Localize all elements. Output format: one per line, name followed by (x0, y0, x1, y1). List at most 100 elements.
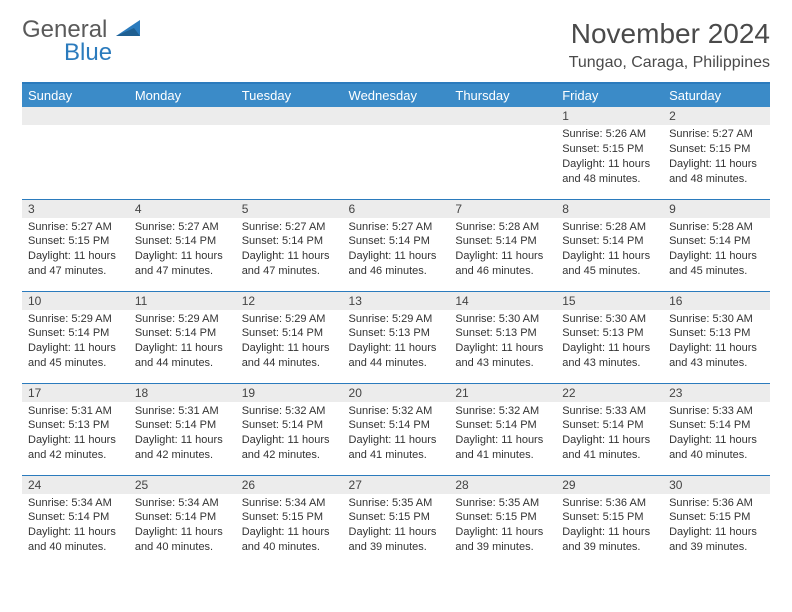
sunrise-text: Sunrise: 5:30 AM (562, 312, 657, 327)
sunset-text: Sunset: 5:14 PM (242, 326, 337, 341)
day-number: 22 (556, 384, 663, 402)
day-number: . (449, 107, 556, 125)
day-number: . (236, 107, 343, 125)
calendar-cell-empty: . (236, 107, 343, 199)
day-header: Sunday (22, 83, 129, 107)
calendar-cell: 26Sunrise: 5:34 AMSunset: 5:15 PMDayligh… (236, 475, 343, 567)
daylight-text: Daylight: 11 hours and 39 minutes. (562, 525, 657, 555)
day-number: . (343, 107, 450, 125)
day-content: Sunrise: 5:34 AMSunset: 5:14 PMDaylight:… (129, 494, 236, 559)
sunrise-text: Sunrise: 5:27 AM (28, 220, 123, 235)
calendar-cell: 20Sunrise: 5:32 AMSunset: 5:14 PMDayligh… (343, 383, 450, 475)
sunrise-text: Sunrise: 5:32 AM (242, 404, 337, 419)
sunset-text: Sunset: 5:15 PM (562, 142, 657, 157)
day-number: 29 (556, 476, 663, 494)
sunset-text: Sunset: 5:14 PM (669, 418, 764, 433)
day-header: Monday (129, 83, 236, 107)
sunset-text: Sunset: 5:13 PM (669, 326, 764, 341)
sunset-text: Sunset: 5:14 PM (349, 418, 444, 433)
day-content: Sunrise: 5:29 AMSunset: 5:13 PMDaylight:… (343, 310, 450, 375)
day-number: 30 (663, 476, 770, 494)
daylight-text: Daylight: 11 hours and 45 minutes. (28, 341, 123, 371)
day-content: Sunrise: 5:28 AMSunset: 5:14 PMDaylight:… (663, 218, 770, 283)
calendar-cell: 9Sunrise: 5:28 AMSunset: 5:14 PMDaylight… (663, 199, 770, 291)
calendar-cell: 14Sunrise: 5:30 AMSunset: 5:13 PMDayligh… (449, 291, 556, 383)
calendar-table: SundayMondayTuesdayWednesdayThursdayFrid… (22, 82, 770, 567)
day-number: 17 (22, 384, 129, 402)
daylight-text: Daylight: 11 hours and 46 minutes. (349, 249, 444, 279)
calendar-cell: 4Sunrise: 5:27 AMSunset: 5:14 PMDaylight… (129, 199, 236, 291)
day-content: Sunrise: 5:26 AMSunset: 5:15 PMDaylight:… (556, 125, 663, 190)
day-content: Sunrise: 5:33 AMSunset: 5:14 PMDaylight:… (663, 402, 770, 467)
sunset-text: Sunset: 5:14 PM (349, 234, 444, 249)
daylight-text: Daylight: 11 hours and 47 minutes. (242, 249, 337, 279)
day-number: 15 (556, 292, 663, 310)
calendar-cell: 13Sunrise: 5:29 AMSunset: 5:13 PMDayligh… (343, 291, 450, 383)
day-content: Sunrise: 5:34 AMSunset: 5:15 PMDaylight:… (236, 494, 343, 559)
sunset-text: Sunset: 5:14 PM (455, 234, 550, 249)
day-number: 5 (236, 200, 343, 218)
calendar-week-row: 3Sunrise: 5:27 AMSunset: 5:15 PMDaylight… (22, 199, 770, 291)
sunrise-text: Sunrise: 5:26 AM (562, 127, 657, 142)
day-content: Sunrise: 5:32 AMSunset: 5:14 PMDaylight:… (449, 402, 556, 467)
day-header-row: SundayMondayTuesdayWednesdayThursdayFrid… (22, 83, 770, 107)
day-number: . (129, 107, 236, 125)
daylight-text: Daylight: 11 hours and 39 minutes. (455, 525, 550, 555)
calendar-week-row: .....1Sunrise: 5:26 AMSunset: 5:15 PMDay… (22, 107, 770, 199)
daylight-text: Daylight: 11 hours and 47 minutes. (28, 249, 123, 279)
daylight-text: Daylight: 11 hours and 43 minutes. (562, 341, 657, 371)
day-number: 1 (556, 107, 663, 125)
day-content: Sunrise: 5:32 AMSunset: 5:14 PMDaylight:… (236, 402, 343, 467)
sunrise-text: Sunrise: 5:30 AM (669, 312, 764, 327)
day-number: 26 (236, 476, 343, 494)
daylight-text: Daylight: 11 hours and 42 minutes. (28, 433, 123, 463)
day-number: 19 (236, 384, 343, 402)
sunrise-text: Sunrise: 5:28 AM (455, 220, 550, 235)
day-number: 6 (343, 200, 450, 218)
daylight-text: Daylight: 11 hours and 41 minutes. (562, 433, 657, 463)
calendar-cell-empty: . (343, 107, 450, 199)
day-number: 20 (343, 384, 450, 402)
calendar-week-row: 10Sunrise: 5:29 AMSunset: 5:14 PMDayligh… (22, 291, 770, 383)
calendar-cell: 7Sunrise: 5:28 AMSunset: 5:14 PMDaylight… (449, 199, 556, 291)
calendar-cell: 21Sunrise: 5:32 AMSunset: 5:14 PMDayligh… (449, 383, 556, 475)
day-content: Sunrise: 5:28 AMSunset: 5:14 PMDaylight:… (449, 218, 556, 283)
day-content: Sunrise: 5:27 AMSunset: 5:14 PMDaylight:… (129, 218, 236, 283)
daylight-text: Daylight: 11 hours and 41 minutes. (349, 433, 444, 463)
day-number: . (22, 107, 129, 125)
calendar-week-row: 24Sunrise: 5:34 AMSunset: 5:14 PMDayligh… (22, 475, 770, 567)
calendar-cell: 24Sunrise: 5:34 AMSunset: 5:14 PMDayligh… (22, 475, 129, 567)
day-content: Sunrise: 5:30 AMSunset: 5:13 PMDaylight:… (556, 310, 663, 375)
sunrise-text: Sunrise: 5:31 AM (28, 404, 123, 419)
daylight-text: Daylight: 11 hours and 47 minutes. (135, 249, 230, 279)
daylight-text: Daylight: 11 hours and 44 minutes. (242, 341, 337, 371)
sunrise-text: Sunrise: 5:32 AM (349, 404, 444, 419)
sunset-text: Sunset: 5:14 PM (135, 510, 230, 525)
day-header: Wednesday (343, 83, 450, 107)
sunset-text: Sunset: 5:13 PM (562, 326, 657, 341)
sunrise-text: Sunrise: 5:33 AM (562, 404, 657, 419)
day-content: Sunrise: 5:30 AMSunset: 5:13 PMDaylight:… (663, 310, 770, 375)
daylight-text: Daylight: 11 hours and 45 minutes. (562, 249, 657, 279)
sunrise-text: Sunrise: 5:32 AM (455, 404, 550, 419)
day-number: 2 (663, 107, 770, 125)
day-number: 28 (449, 476, 556, 494)
day-content: Sunrise: 5:36 AMSunset: 5:15 PMDaylight:… (663, 494, 770, 559)
day-number: 7 (449, 200, 556, 218)
sunset-text: Sunset: 5:13 PM (455, 326, 550, 341)
calendar-cell: 10Sunrise: 5:29 AMSunset: 5:14 PMDayligh… (22, 291, 129, 383)
daylight-text: Daylight: 11 hours and 45 minutes. (669, 249, 764, 279)
daylight-text: Daylight: 11 hours and 42 minutes. (242, 433, 337, 463)
location-subtitle: Tungao, Caraga, Philippines (569, 54, 770, 72)
calendar-cell: 6Sunrise: 5:27 AMSunset: 5:14 PMDaylight… (343, 199, 450, 291)
day-content: Sunrise: 5:32 AMSunset: 5:14 PMDaylight:… (343, 402, 450, 467)
calendar-cell-empty: . (449, 107, 556, 199)
day-content: Sunrise: 5:35 AMSunset: 5:15 PMDaylight:… (449, 494, 556, 559)
calendar-cell: 8Sunrise: 5:28 AMSunset: 5:14 PMDaylight… (556, 199, 663, 291)
sunrise-text: Sunrise: 5:28 AM (562, 220, 657, 235)
calendar-cell: 29Sunrise: 5:36 AMSunset: 5:15 PMDayligh… (556, 475, 663, 567)
day-content: Sunrise: 5:27 AMSunset: 5:15 PMDaylight:… (663, 125, 770, 190)
sunset-text: Sunset: 5:14 PM (562, 234, 657, 249)
logo-line2: Blue (64, 41, 142, 65)
sunrise-text: Sunrise: 5:34 AM (242, 496, 337, 511)
